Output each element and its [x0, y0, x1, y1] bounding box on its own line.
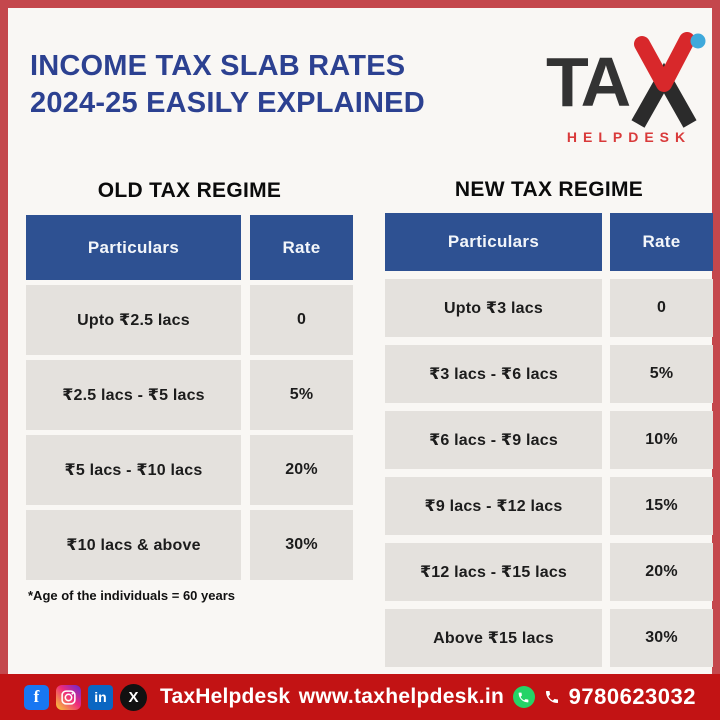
- old-table-row-rate: 0: [250, 285, 353, 355]
- page-title: INCOME TAX SLAB RATES 2024-25 EASILY EXP…: [30, 48, 425, 122]
- logo-x-red-arms: [634, 32, 695, 92]
- tax-helpdesk-logo: TA HELPDESK: [540, 32, 712, 145]
- phone-icon: [545, 691, 558, 703]
- instagram-icon[interactable]: [56, 684, 81, 710]
- new-regime-table: Particulars Rate Upto ₹3 lacs 0 ₹3 lacs …: [385, 213, 713, 667]
- page-title-line1: INCOME TAX SLAB RATES: [30, 50, 406, 82]
- whatsapp-phone-glyph: [518, 692, 529, 702]
- footer-phone-number[interactable]: 9780623032: [568, 684, 696, 709]
- footer-brand-name: TaxHelpdesk: [160, 685, 291, 708]
- old-table-row-particulars: ₹5 lacs - ₹10 lacs: [26, 435, 241, 505]
- footer-website-link[interactable]: www.taxhelpdesk.in: [298, 685, 505, 708]
- old-table-header-particulars: Particulars: [26, 215, 241, 280]
- logo-blue-dot: [690, 33, 706, 49]
- facebook-icon[interactable]: f: [24, 684, 49, 710]
- old-table-row-particulars: ₹2.5 lacs - ₹5 lacs: [26, 360, 241, 430]
- tax-logo-graphic: TA: [546, 32, 706, 128]
- new-table-row-rate: 5%: [610, 345, 713, 403]
- instagram-camera-glyph: [61, 689, 76, 705]
- new-table-row-particulars: ₹3 lacs - ₹6 lacs: [385, 345, 602, 403]
- old-table-row-particulars: ₹10 lacs & above: [26, 510, 241, 580]
- new-table-row-rate: 20%: [610, 543, 713, 601]
- new-table-row-rate: 15%: [610, 477, 713, 535]
- new-table-row-particulars: Upto ₹3 lacs: [385, 279, 602, 337]
- new-table-header-particulars: Particulars: [385, 213, 602, 271]
- page-title-line2: 2024-25 EASILY EXPLAINED: [30, 87, 425, 119]
- new-table-row-particulars: ₹12 lacs - ₹15 lacs: [385, 543, 602, 601]
- logo-ta-text: TA: [546, 43, 630, 121]
- x-icon[interactable]: X: [120, 683, 147, 711]
- new-table-row-particulars: ₹6 lacs - ₹9 lacs: [385, 411, 602, 469]
- old-table-row-rate: 5%: [250, 360, 353, 430]
- new-table-row-rate: 30%: [610, 609, 713, 667]
- footer-bar: f in X TaxHelpdesk www.taxhelpdesk.in: [0, 674, 720, 720]
- new-table-header-rate: Rate: [610, 213, 713, 271]
- footer-contact-group: 9780623032: [512, 684, 696, 710]
- old-regime-heading: OLD TAX REGIME: [97, 179, 282, 202]
- new-regime-heading: NEW TAX REGIME: [454, 178, 644, 201]
- old-regime-table: Particulars Rate Upto ₹2.5 lacs 0 ₹2.5 l…: [26, 215, 353, 580]
- old-table-row-rate: 30%: [250, 510, 353, 580]
- age-footnote: *Age of the individuals = 60 years: [28, 588, 235, 603]
- old-table-row-particulars: Upto ₹2.5 lacs: [26, 285, 241, 355]
- new-table-row-particulars: Above ₹15 lacs: [385, 609, 602, 667]
- new-table-row-particulars: ₹9 lacs - ₹12 lacs: [385, 477, 602, 535]
- linkedin-icon[interactable]: in: [88, 684, 113, 710]
- new-table-row-rate: 10%: [610, 411, 713, 469]
- logo-helpdesk-text: HELPDESK: [566, 129, 692, 145]
- whatsapp-icon[interactable]: [512, 686, 535, 708]
- new-table-row-rate: 0: [610, 279, 713, 337]
- old-table-header-rate: Rate: [250, 215, 353, 280]
- footer-social-group: f in X TaxHelpdesk: [24, 683, 291, 711]
- old-table-row-rate: 20%: [250, 435, 353, 505]
